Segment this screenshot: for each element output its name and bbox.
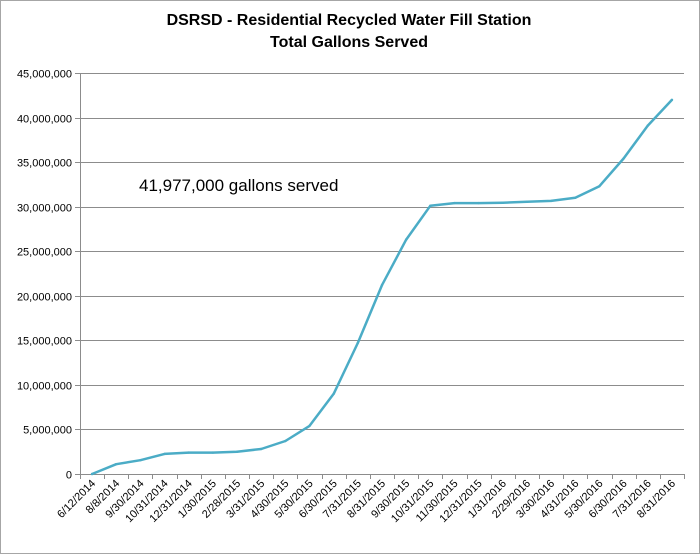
data-point (429, 204, 432, 207)
data-point (380, 283, 384, 287)
data-point (284, 439, 287, 443)
series-layer (90, 98, 674, 476)
data-point (477, 201, 480, 205)
data-point (574, 196, 577, 199)
data-point (211, 451, 215, 454)
chart-title-block: DSRSD - Residential Recycled Water Fill … (0, 10, 698, 54)
data-point (235, 450, 239, 453)
axes (75, 73, 685, 479)
data-point (139, 459, 142, 462)
y-tick-label: 10,000,000 (17, 381, 72, 393)
x-axis-tick-labels: 6/12/20148/8/20149/30/201410/31/201412/3… (55, 478, 678, 525)
y-tick-label: 20,000,000 (17, 292, 72, 304)
data-point (356, 341, 359, 345)
y-tick-label: 25,000,000 (17, 247, 72, 259)
y-tick-label: 0 (66, 470, 72, 482)
chart-title: DSRSD - Residential Recycled Water Fill … (166, 12, 532, 29)
y-tick-label: 5,000,000 (23, 425, 72, 437)
data-point (525, 200, 529, 203)
total-gallons-annotation: 41,977,000 gallons served (139, 176, 339, 195)
y-tick-label: 40,000,000 (17, 114, 72, 126)
data-point (598, 185, 601, 188)
y-axis-tick-labels: 0 5,000,000 10,000,000 15,000,000 20,000,000… (17, 69, 72, 482)
data-point (260, 447, 263, 451)
data-point (501, 201, 504, 204)
data-point (670, 98, 674, 102)
y-tick-label: 45,000,000 (17, 69, 72, 81)
data-point (646, 124, 649, 127)
data-point (308, 424, 311, 428)
data-point (115, 463, 118, 466)
data-point (90, 472, 94, 476)
data-point (549, 199, 553, 203)
y-tick-label: 15,000,000 (17, 336, 72, 348)
chart-subtitle: Total Gallons Served (270, 34, 428, 51)
data-point (453, 201, 456, 205)
data-point (405, 238, 408, 241)
y-tick-label: 35,000,000 (17, 158, 72, 170)
y-tick-label: 30,000,000 (17, 203, 72, 215)
data-point (332, 392, 335, 395)
gridlines (80, 73, 684, 430)
data-point (187, 451, 190, 454)
data-point (622, 157, 625, 160)
series-line (90, 98, 674, 476)
data-point (163, 452, 166, 456)
